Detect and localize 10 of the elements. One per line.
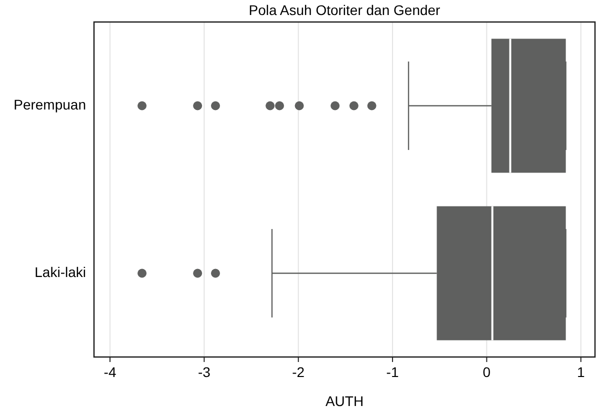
y-tick-label: Perempuan bbox=[14, 96, 86, 112]
x-tick-label: -1 bbox=[386, 364, 399, 380]
x-tick-label: 1 bbox=[576, 364, 585, 380]
x-tick-label: 0 bbox=[482, 364, 491, 380]
x-tick-label: -2 bbox=[292, 364, 305, 380]
x-tick-label: -3 bbox=[198, 364, 211, 380]
x-tick-label: -4 bbox=[104, 364, 116, 380]
x-axis-title: AUTH bbox=[325, 393, 364, 409]
y-tick-label: Laki-laki bbox=[34, 264, 86, 280]
chart-title: Pola Asuh Otoriter dan Gender bbox=[248, 2, 441, 18]
